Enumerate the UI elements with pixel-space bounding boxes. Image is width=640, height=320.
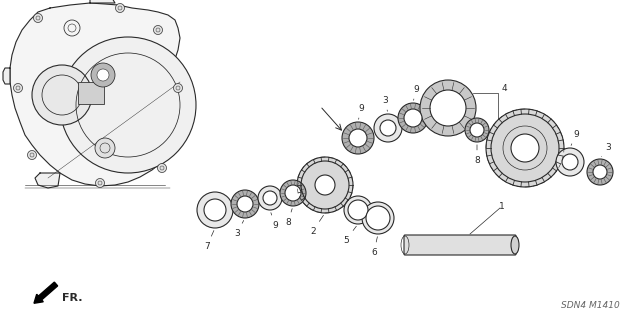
Circle shape — [285, 185, 301, 201]
Circle shape — [348, 200, 368, 220]
Text: 6: 6 — [371, 237, 378, 257]
Circle shape — [349, 129, 367, 147]
Text: 5: 5 — [343, 226, 356, 244]
Circle shape — [280, 180, 306, 206]
Circle shape — [380, 120, 396, 136]
Polygon shape — [10, 3, 190, 186]
Circle shape — [315, 175, 335, 195]
Circle shape — [470, 123, 484, 137]
Circle shape — [420, 80, 476, 136]
Circle shape — [511, 134, 539, 162]
Circle shape — [297, 157, 353, 213]
Circle shape — [32, 65, 92, 125]
Text: 9: 9 — [358, 103, 364, 119]
Circle shape — [398, 103, 428, 133]
Circle shape — [404, 109, 422, 127]
FancyArrow shape — [34, 282, 58, 303]
Text: 9: 9 — [571, 130, 579, 146]
Text: 3: 3 — [382, 95, 388, 111]
Text: FR.: FR. — [62, 293, 83, 303]
Circle shape — [157, 164, 166, 172]
Circle shape — [197, 192, 233, 228]
Circle shape — [366, 206, 390, 230]
Circle shape — [204, 199, 226, 221]
Text: 7: 7 — [204, 230, 214, 251]
Text: SDN4 M1410: SDN4 M1410 — [561, 300, 620, 309]
Text: 3: 3 — [602, 142, 611, 157]
Circle shape — [231, 190, 259, 218]
Circle shape — [28, 150, 36, 159]
Circle shape — [430, 90, 466, 126]
Circle shape — [97, 69, 109, 81]
Polygon shape — [90, 0, 115, 3]
Bar — [78, 82, 104, 104]
Circle shape — [342, 122, 374, 154]
Circle shape — [587, 159, 613, 185]
Circle shape — [465, 118, 489, 142]
Circle shape — [60, 37, 196, 173]
Circle shape — [115, 4, 125, 12]
Text: 9: 9 — [271, 212, 278, 229]
Polygon shape — [3, 68, 10, 84]
Text: 3: 3 — [234, 220, 244, 237]
Circle shape — [344, 196, 372, 224]
Circle shape — [556, 148, 584, 176]
Circle shape — [362, 202, 394, 234]
Circle shape — [173, 84, 182, 92]
Ellipse shape — [511, 236, 519, 254]
Circle shape — [95, 138, 115, 158]
Text: 8: 8 — [474, 145, 480, 164]
Circle shape — [593, 165, 607, 179]
Text: 1: 1 — [499, 202, 505, 211]
Polygon shape — [35, 173, 60, 188]
Text: 4: 4 — [502, 84, 508, 92]
Text: 8: 8 — [285, 209, 292, 227]
Circle shape — [486, 109, 564, 187]
Circle shape — [263, 191, 277, 205]
Circle shape — [95, 179, 104, 188]
Circle shape — [374, 114, 402, 142]
FancyBboxPatch shape — [404, 235, 516, 255]
Text: 9: 9 — [413, 84, 419, 100]
Circle shape — [33, 13, 42, 22]
Circle shape — [154, 26, 163, 35]
Circle shape — [237, 196, 253, 212]
Text: 2: 2 — [310, 215, 323, 236]
Circle shape — [91, 63, 115, 87]
Circle shape — [258, 186, 282, 210]
Circle shape — [13, 84, 22, 92]
Circle shape — [562, 154, 578, 170]
